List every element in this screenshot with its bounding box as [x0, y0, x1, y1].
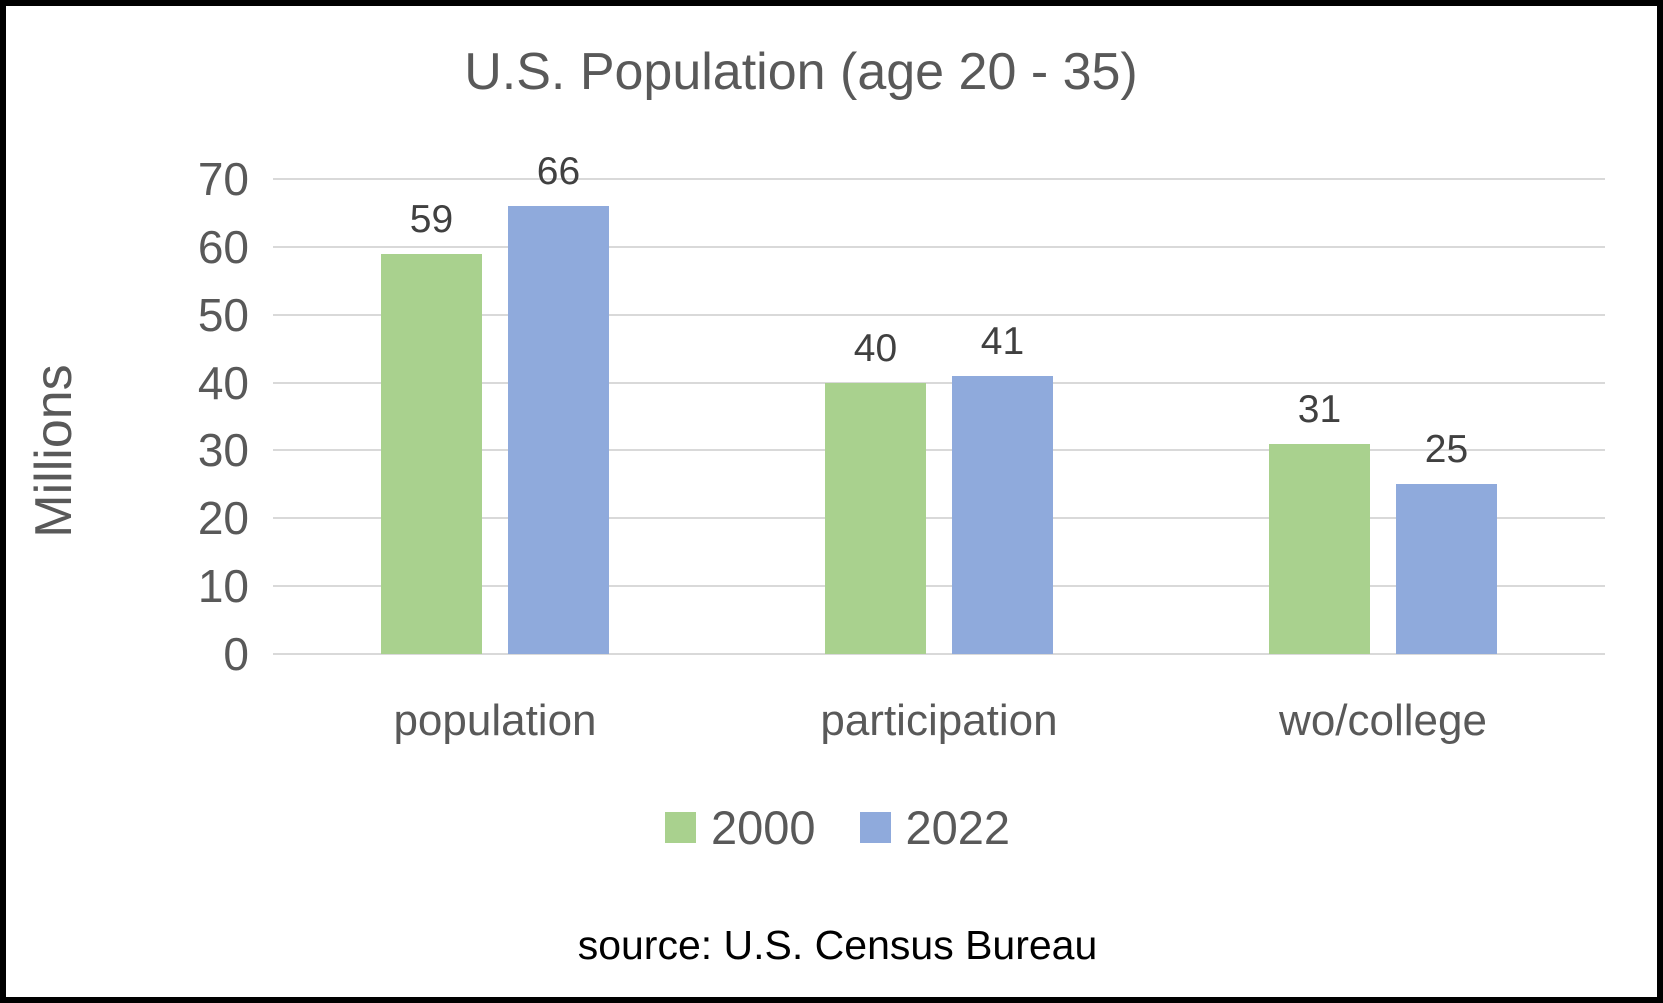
gridline-y-40	[273, 381, 1605, 384]
y-tick-label-70: 70	[197, 153, 249, 205]
source-caption: source: U.S. Census Bureau	[577, 922, 1098, 968]
bar-2022-participation	[952, 375, 1053, 654]
gridline-y-50	[273, 313, 1605, 316]
bar-2022-wo-college	[1396, 484, 1497, 654]
legend-item-2022: 2022	[859, 801, 1011, 854]
x-category-label-wo-college: wo/college	[1279, 696, 1487, 745]
y-tick-label-30: 30	[197, 424, 249, 477]
data-label-2000-wo-college: 31	[1297, 387, 1342, 431]
y-tick-label-0: 0	[223, 628, 249, 680]
data-label-2022-population: 66	[536, 150, 581, 194]
data-label-2022-wo-college: 25	[1424, 428, 1469, 472]
x-category-label-participation: participation	[820, 696, 1058, 745]
bar-2000-participation	[825, 382, 926, 654]
legend-label-2000: 2000	[710, 801, 816, 854]
y-tick-label-60: 60	[197, 220, 249, 273]
y-tick-label-40: 40	[197, 356, 249, 409]
gridline-y-20	[273, 517, 1605, 520]
bar-2000-population	[381, 253, 482, 654]
data-label-2000-population: 59	[409, 197, 454, 241]
gridline-y-0	[273, 653, 1605, 655]
x-category-label-population: population	[393, 696, 597, 745]
legend-item-2000: 2000	[664, 801, 816, 854]
legend-swatch-2000	[664, 812, 696, 843]
gridline-y-70	[273, 178, 1605, 180]
gridline-y-30	[273, 449, 1605, 452]
data-label-2022-participation: 41	[980, 319, 1025, 363]
gridline-y-10	[273, 585, 1605, 588]
y-tick-label-10: 10	[197, 560, 249, 613]
legend: 2000 2022	[6, 801, 1657, 854]
data-label-2000-participation: 40	[853, 326, 898, 370]
bar-2000-wo-college	[1269, 443, 1370, 654]
y-tick-label-50: 50	[197, 288, 249, 341]
y-tick-label-20: 20	[197, 492, 249, 545]
legend-label-2022: 2022	[905, 801, 1011, 854]
legend-swatch-2022	[859, 812, 891, 843]
gridline-y-60	[273, 245, 1605, 248]
bar-2022-population	[508, 206, 609, 654]
chart-title: U.S. Population (age 20 - 35)	[464, 43, 1138, 101]
y-axis-title: Millions	[25, 364, 83, 538]
plot-area: 59 66 40 41 31 25	[273, 152, 1605, 655]
